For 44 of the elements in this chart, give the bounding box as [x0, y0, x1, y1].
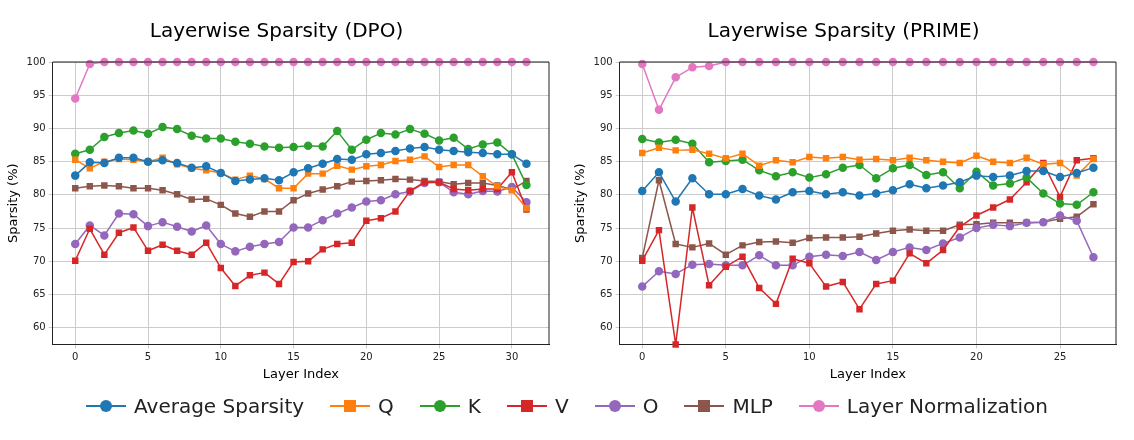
legend-label: Average Sparsity — [134, 394, 305, 418]
x-tick-label: 5 — [144, 350, 152, 362]
x-tick-label: 25 — [1053, 350, 1067, 362]
y-tick-label: 90 — [32, 122, 46, 134]
y-tick-label: 90 — [599, 122, 613, 134]
x-tick-label: 0 — [639, 350, 646, 362]
chart-title: Layerwise Sparsity (PRIME) — [707, 18, 980, 43]
y-tick-label: 70 — [32, 254, 46, 266]
x-tick-label: 20 — [970, 350, 983, 362]
legend-label: V — [554, 394, 569, 418]
x-tick-label: 20 — [359, 350, 373, 362]
x-tick-label: 30 — [505, 350, 519, 362]
y-tick-label: 80 — [599, 188, 613, 200]
y-axis-title: Sparsity (%) — [5, 163, 21, 244]
legend-label: Layer Normalization — [846, 394, 1048, 418]
legend-label: K — [467, 394, 481, 418]
x-tick-label: 5 — [722, 350, 729, 362]
y-tick-label: 95 — [599, 88, 613, 100]
y-tick-label: 75 — [599, 221, 613, 233]
x-tick-label: 10 — [214, 350, 228, 362]
legend-label: MLP — [732, 394, 773, 418]
y-tick-label: 70 — [599, 254, 613, 266]
y-tick-label: 85 — [599, 155, 613, 167]
x-axis-title: Layer Index — [829, 365, 907, 381]
y-tick-label: 80 — [32, 188, 46, 200]
x-tick-label: 0 — [72, 350, 79, 362]
x-axis-title: Layer Index — [262, 365, 340, 381]
legend-label: O — [642, 394, 659, 418]
y-tick-label: 85 — [32, 155, 46, 167]
x-tick-label: 10 — [802, 350, 816, 362]
y-tick-label: 100 — [26, 55, 46, 67]
chart-title: Layerwise Sparsity (DPO) — [149, 18, 404, 43]
x-tick-label: 15 — [886, 350, 900, 362]
x-tick-label: 15 — [287, 350, 300, 362]
y-axis-title: Sparsity (%) — [572, 163, 588, 244]
y-tick-label: 65 — [32, 288, 46, 300]
y-tick-label: 100 — [593, 55, 613, 67]
y-tick-label: 95 — [32, 88, 46, 100]
y-tick-label: 65 — [599, 288, 613, 300]
x-tick-label: 25 — [432, 350, 446, 362]
y-tick-label: 75 — [32, 221, 46, 233]
y-tick-label: 60 — [599, 321, 613, 333]
y-tick-label: 60 — [32, 321, 46, 333]
legend-label: Q — [378, 394, 394, 418]
